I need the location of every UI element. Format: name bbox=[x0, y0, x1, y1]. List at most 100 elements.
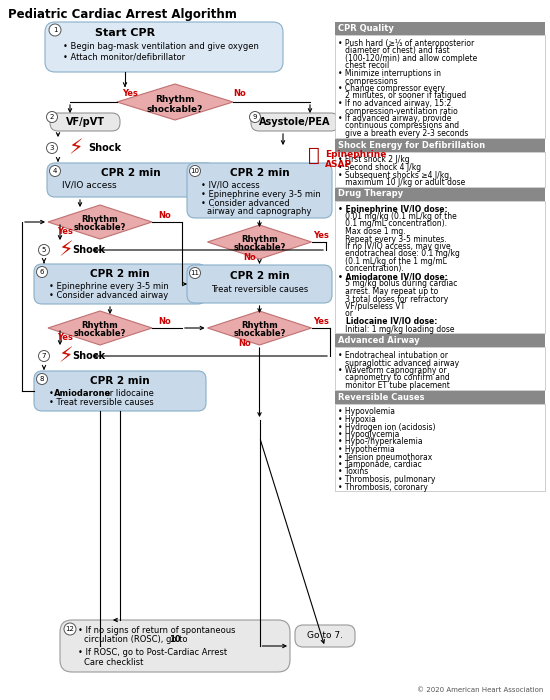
Text: ⚡: ⚡ bbox=[58, 240, 73, 260]
Text: • Attach monitor/defibrillator: • Attach monitor/defibrillator bbox=[63, 52, 185, 61]
Text: • Hypoxia: • Hypoxia bbox=[338, 415, 376, 424]
Text: • If advanced airway, provide: • If advanced airway, provide bbox=[338, 114, 452, 123]
Text: 4: 4 bbox=[53, 168, 57, 174]
Circle shape bbox=[250, 111, 261, 122]
Text: No: No bbox=[158, 318, 172, 326]
Text: CPR 2 min: CPR 2 min bbox=[101, 168, 161, 178]
Text: or lidocaine: or lidocaine bbox=[102, 389, 154, 398]
Bar bbox=[335, 347, 545, 389]
FancyBboxPatch shape bbox=[187, 163, 332, 218]
Text: VF/pVT: VF/pVT bbox=[65, 117, 104, 127]
Text: diameter of chest) and fast: diameter of chest) and fast bbox=[338, 46, 450, 55]
Bar bbox=[335, 139, 545, 151]
Polygon shape bbox=[48, 205, 152, 239]
FancyBboxPatch shape bbox=[47, 163, 215, 197]
Text: • Hypovolemia: • Hypovolemia bbox=[338, 407, 395, 416]
Text: No: No bbox=[234, 90, 246, 99]
Bar bbox=[335, 35, 545, 137]
FancyBboxPatch shape bbox=[295, 625, 355, 647]
Text: 0.1 mg/mL concentration).: 0.1 mg/mL concentration). bbox=[338, 220, 447, 228]
Text: shockable?: shockable? bbox=[233, 330, 285, 339]
Text: • Endotracheal intubation or: • Endotracheal intubation or bbox=[338, 351, 448, 360]
Text: 10: 10 bbox=[169, 635, 180, 644]
Text: shockable?: shockable? bbox=[147, 104, 203, 113]
Text: chest recoil: chest recoil bbox=[338, 62, 389, 71]
Text: 9: 9 bbox=[253, 114, 257, 120]
Polygon shape bbox=[48, 311, 152, 345]
FancyBboxPatch shape bbox=[187, 265, 332, 303]
Text: Rhythm: Rhythm bbox=[241, 234, 278, 244]
Text: • Hypothermia: • Hypothermia bbox=[338, 445, 395, 454]
Text: CPR Quality: CPR Quality bbox=[338, 24, 394, 33]
Text: Repeat every 3-5 minutes.: Repeat every 3-5 minutes. bbox=[338, 234, 447, 244]
Text: • Waveform capnography or: • Waveform capnography or bbox=[338, 366, 447, 375]
Text: No: No bbox=[238, 339, 251, 347]
Text: If no IV/IO access, may give: If no IV/IO access, may give bbox=[338, 242, 450, 251]
Text: • Epinephrine every 3-5 min: • Epinephrine every 3-5 min bbox=[49, 282, 169, 291]
Text: No: No bbox=[243, 253, 256, 262]
Text: 2: 2 bbox=[50, 114, 54, 120]
Text: Rhythm: Rhythm bbox=[81, 214, 118, 223]
Text: • Subsequent shocks ≥4 J/kg,: • Subsequent shocks ≥4 J/kg, bbox=[338, 171, 452, 179]
Circle shape bbox=[47, 111, 58, 122]
Text: Asystole/PEA: Asystole/PEA bbox=[259, 117, 331, 127]
Text: • If no advanced airway, 15:2: • If no advanced airway, 15:2 bbox=[338, 99, 451, 108]
Text: compression-ventilation ratio: compression-ventilation ratio bbox=[338, 106, 458, 116]
Text: CPR 2 min: CPR 2 min bbox=[90, 269, 150, 279]
Bar bbox=[335, 151, 545, 186]
Bar bbox=[335, 403, 545, 491]
Text: Rhythm: Rhythm bbox=[155, 94, 195, 104]
Text: 2 minutes, or sooner if fatigued: 2 minutes, or sooner if fatigued bbox=[338, 92, 466, 101]
Text: 1: 1 bbox=[53, 27, 57, 33]
Text: give a breath every 2-3 seconds: give a breath every 2-3 seconds bbox=[338, 129, 469, 138]
FancyBboxPatch shape bbox=[34, 371, 206, 411]
FancyBboxPatch shape bbox=[60, 620, 290, 672]
Text: • Begin bag-mask ventilation and give oxygen: • Begin bag-mask ventilation and give ox… bbox=[63, 42, 259, 51]
Text: shockable?: shockable? bbox=[74, 223, 126, 232]
Text: endotracheal dose: 0.1 mg/kg: endotracheal dose: 0.1 mg/kg bbox=[338, 249, 460, 258]
Text: • Toxins: • Toxins bbox=[338, 468, 368, 477]
Text: Shock: Shock bbox=[72, 351, 105, 361]
Circle shape bbox=[39, 244, 50, 256]
Text: • Minimize interruptions in: • Minimize interruptions in bbox=[338, 69, 441, 78]
Text: VF/pulseless VT: VF/pulseless VT bbox=[338, 302, 405, 311]
Text: 11: 11 bbox=[190, 270, 200, 276]
Text: • Tamponade, cardiac: • Tamponade, cardiac bbox=[338, 460, 422, 469]
Text: Yes: Yes bbox=[57, 227, 73, 235]
Text: 6: 6 bbox=[40, 269, 44, 275]
Text: Drug Therapy: Drug Therapy bbox=[338, 190, 403, 199]
Text: Treat reversible causes: Treat reversible causes bbox=[211, 285, 308, 294]
Text: Pediatric Cardiac Arrest Algorithm: Pediatric Cardiac Arrest Algorithm bbox=[8, 8, 237, 21]
Text: 7: 7 bbox=[42, 353, 46, 359]
Text: • Change compressor every: • Change compressor every bbox=[338, 84, 445, 93]
Text: • Epinephrine every 3-5 min: • Epinephrine every 3-5 min bbox=[201, 190, 321, 199]
FancyBboxPatch shape bbox=[34, 264, 206, 304]
Text: • Consider advanced airway: • Consider advanced airway bbox=[49, 291, 168, 300]
Text: 0.01 mg/kg (0.1 mL/kg of the: 0.01 mg/kg (0.1 mL/kg of the bbox=[338, 212, 456, 221]
Text: Yes: Yes bbox=[122, 90, 138, 99]
Bar bbox=[335, 188, 545, 200]
FancyBboxPatch shape bbox=[50, 113, 120, 131]
Text: Initial: 1 mg/kg loading dose: Initial: 1 mg/kg loading dose bbox=[338, 325, 454, 333]
Text: shockable?: shockable? bbox=[233, 244, 285, 253]
Text: supraglottic advanced airway: supraglottic advanced airway bbox=[338, 358, 459, 368]
Text: • Hydrogen ion (acidosis): • Hydrogen ion (acidosis) bbox=[338, 423, 436, 431]
Text: No: No bbox=[158, 211, 172, 220]
Text: continuous compressions and: continuous compressions and bbox=[338, 122, 459, 130]
Circle shape bbox=[190, 165, 201, 176]
Text: Yes: Yes bbox=[314, 232, 329, 241]
Text: •: • bbox=[49, 389, 57, 398]
Text: Start CPR: Start CPR bbox=[95, 28, 155, 38]
Circle shape bbox=[36, 267, 47, 277]
Text: Max dose 1 mg.: Max dose 1 mg. bbox=[338, 227, 406, 236]
Text: compressions: compressions bbox=[338, 76, 398, 85]
FancyBboxPatch shape bbox=[45, 22, 283, 72]
Text: • Amiodarone IV/IO dose:: • Amiodarone IV/IO dose: bbox=[338, 272, 448, 281]
Text: Rhythm: Rhythm bbox=[81, 321, 118, 330]
Bar bbox=[335, 200, 545, 333]
Text: © 2020 American Heart Association: © 2020 American Heart Association bbox=[417, 687, 543, 693]
Text: or: or bbox=[338, 309, 353, 318]
Circle shape bbox=[49, 24, 61, 36]
Bar bbox=[335, 22, 545, 35]
Text: • Thrombosis, coronary: • Thrombosis, coronary bbox=[338, 482, 428, 491]
